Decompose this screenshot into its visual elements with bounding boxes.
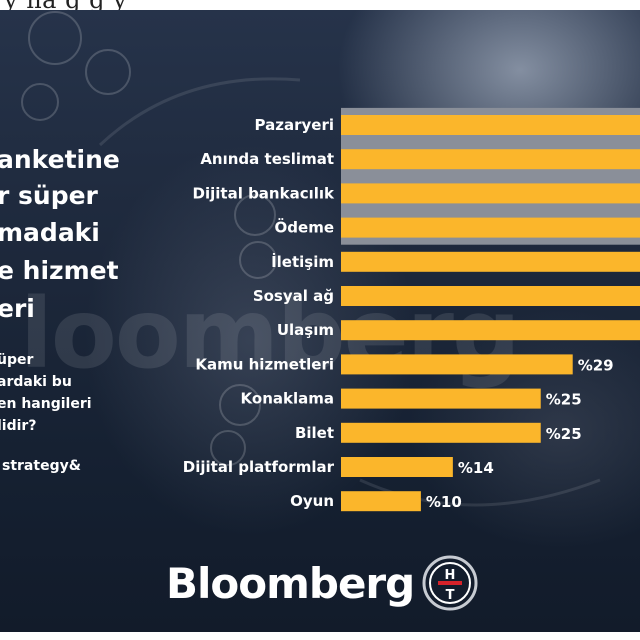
value-label: %14 [458, 459, 494, 477]
bar [341, 286, 640, 306]
category-label: Oyun [290, 492, 334, 510]
ht-logo-text-2: T [446, 588, 455, 603]
category-label: Dijital platformlar [183, 458, 335, 476]
source-label: strategy& [2, 458, 81, 474]
category-label: Sosyal ağ [253, 287, 334, 305]
category-label: Konaklama [241, 390, 334, 408]
bloomberg-wordmark: Bloomberg [166, 559, 415, 608]
category-label: Pazaryeri [255, 116, 334, 134]
category-label: Dijital bankacılık [193, 184, 335, 202]
background-icons [21, 11, 601, 507]
ht-logo-icon: H T [422, 555, 478, 611]
bar [341, 457, 453, 477]
value-label: %25 [546, 391, 582, 409]
category-label: Ödeme [275, 218, 334, 237]
bar [341, 149, 640, 170]
value-label: %25 [546, 425, 582, 443]
question-line: en hangileri [0, 396, 92, 412]
ht-logo-text: H [445, 568, 456, 583]
bar [341, 491, 421, 512]
left-heading: anketine r süper madaki e hizmet eri üpe… [0, 10, 150, 632]
globe-icon [219, 384, 261, 426]
bar [341, 251, 640, 272]
question-line: ardaki bu [0, 374, 72, 390]
value-label: %29 [578, 356, 614, 374]
user-icon [21, 83, 59, 121]
question-line: üper [0, 352, 34, 368]
category-label: Kamu hizmetleri [195, 355, 334, 373]
bar [341, 183, 640, 204]
heading-line: eri [0, 294, 35, 323]
chat-icon [210, 430, 246, 466]
header-strip: y ha g g y [0, 0, 640, 10]
infographic-panel: loomberg anketine r süper madaki e hizme… [0, 10, 640, 632]
bar [341, 320, 640, 341]
heading-line: anketine [0, 145, 120, 174]
header-strip-text: y ha g g y [4, 0, 127, 10]
bar [341, 115, 640, 135]
question-line: lidir? [0, 418, 37, 434]
category-label: Bilet [295, 424, 334, 442]
bar [341, 354, 573, 375]
category-label: İletişim [271, 252, 334, 271]
bar [341, 422, 541, 443]
category-label: Anında teslimat [200, 150, 334, 168]
bar [341, 217, 640, 238]
bar [341, 388, 541, 409]
gear-icon [234, 194, 276, 236]
category-label: Ulaşım [277, 321, 334, 339]
bar-chart: Pazaryeri Anında teslimat Dijital bankacıl… [183, 107, 640, 512]
mail-icon [28, 11, 82, 65]
heading-line: r süper [0, 181, 98, 210]
cart-icon [85, 49, 131, 95]
heading-line: e hizmet [0, 256, 119, 285]
heading-line: madaki [0, 218, 100, 247]
phone-icon [239, 241, 277, 279]
value-label: %10 [426, 493, 462, 511]
footer-strip [0, 632, 640, 640]
